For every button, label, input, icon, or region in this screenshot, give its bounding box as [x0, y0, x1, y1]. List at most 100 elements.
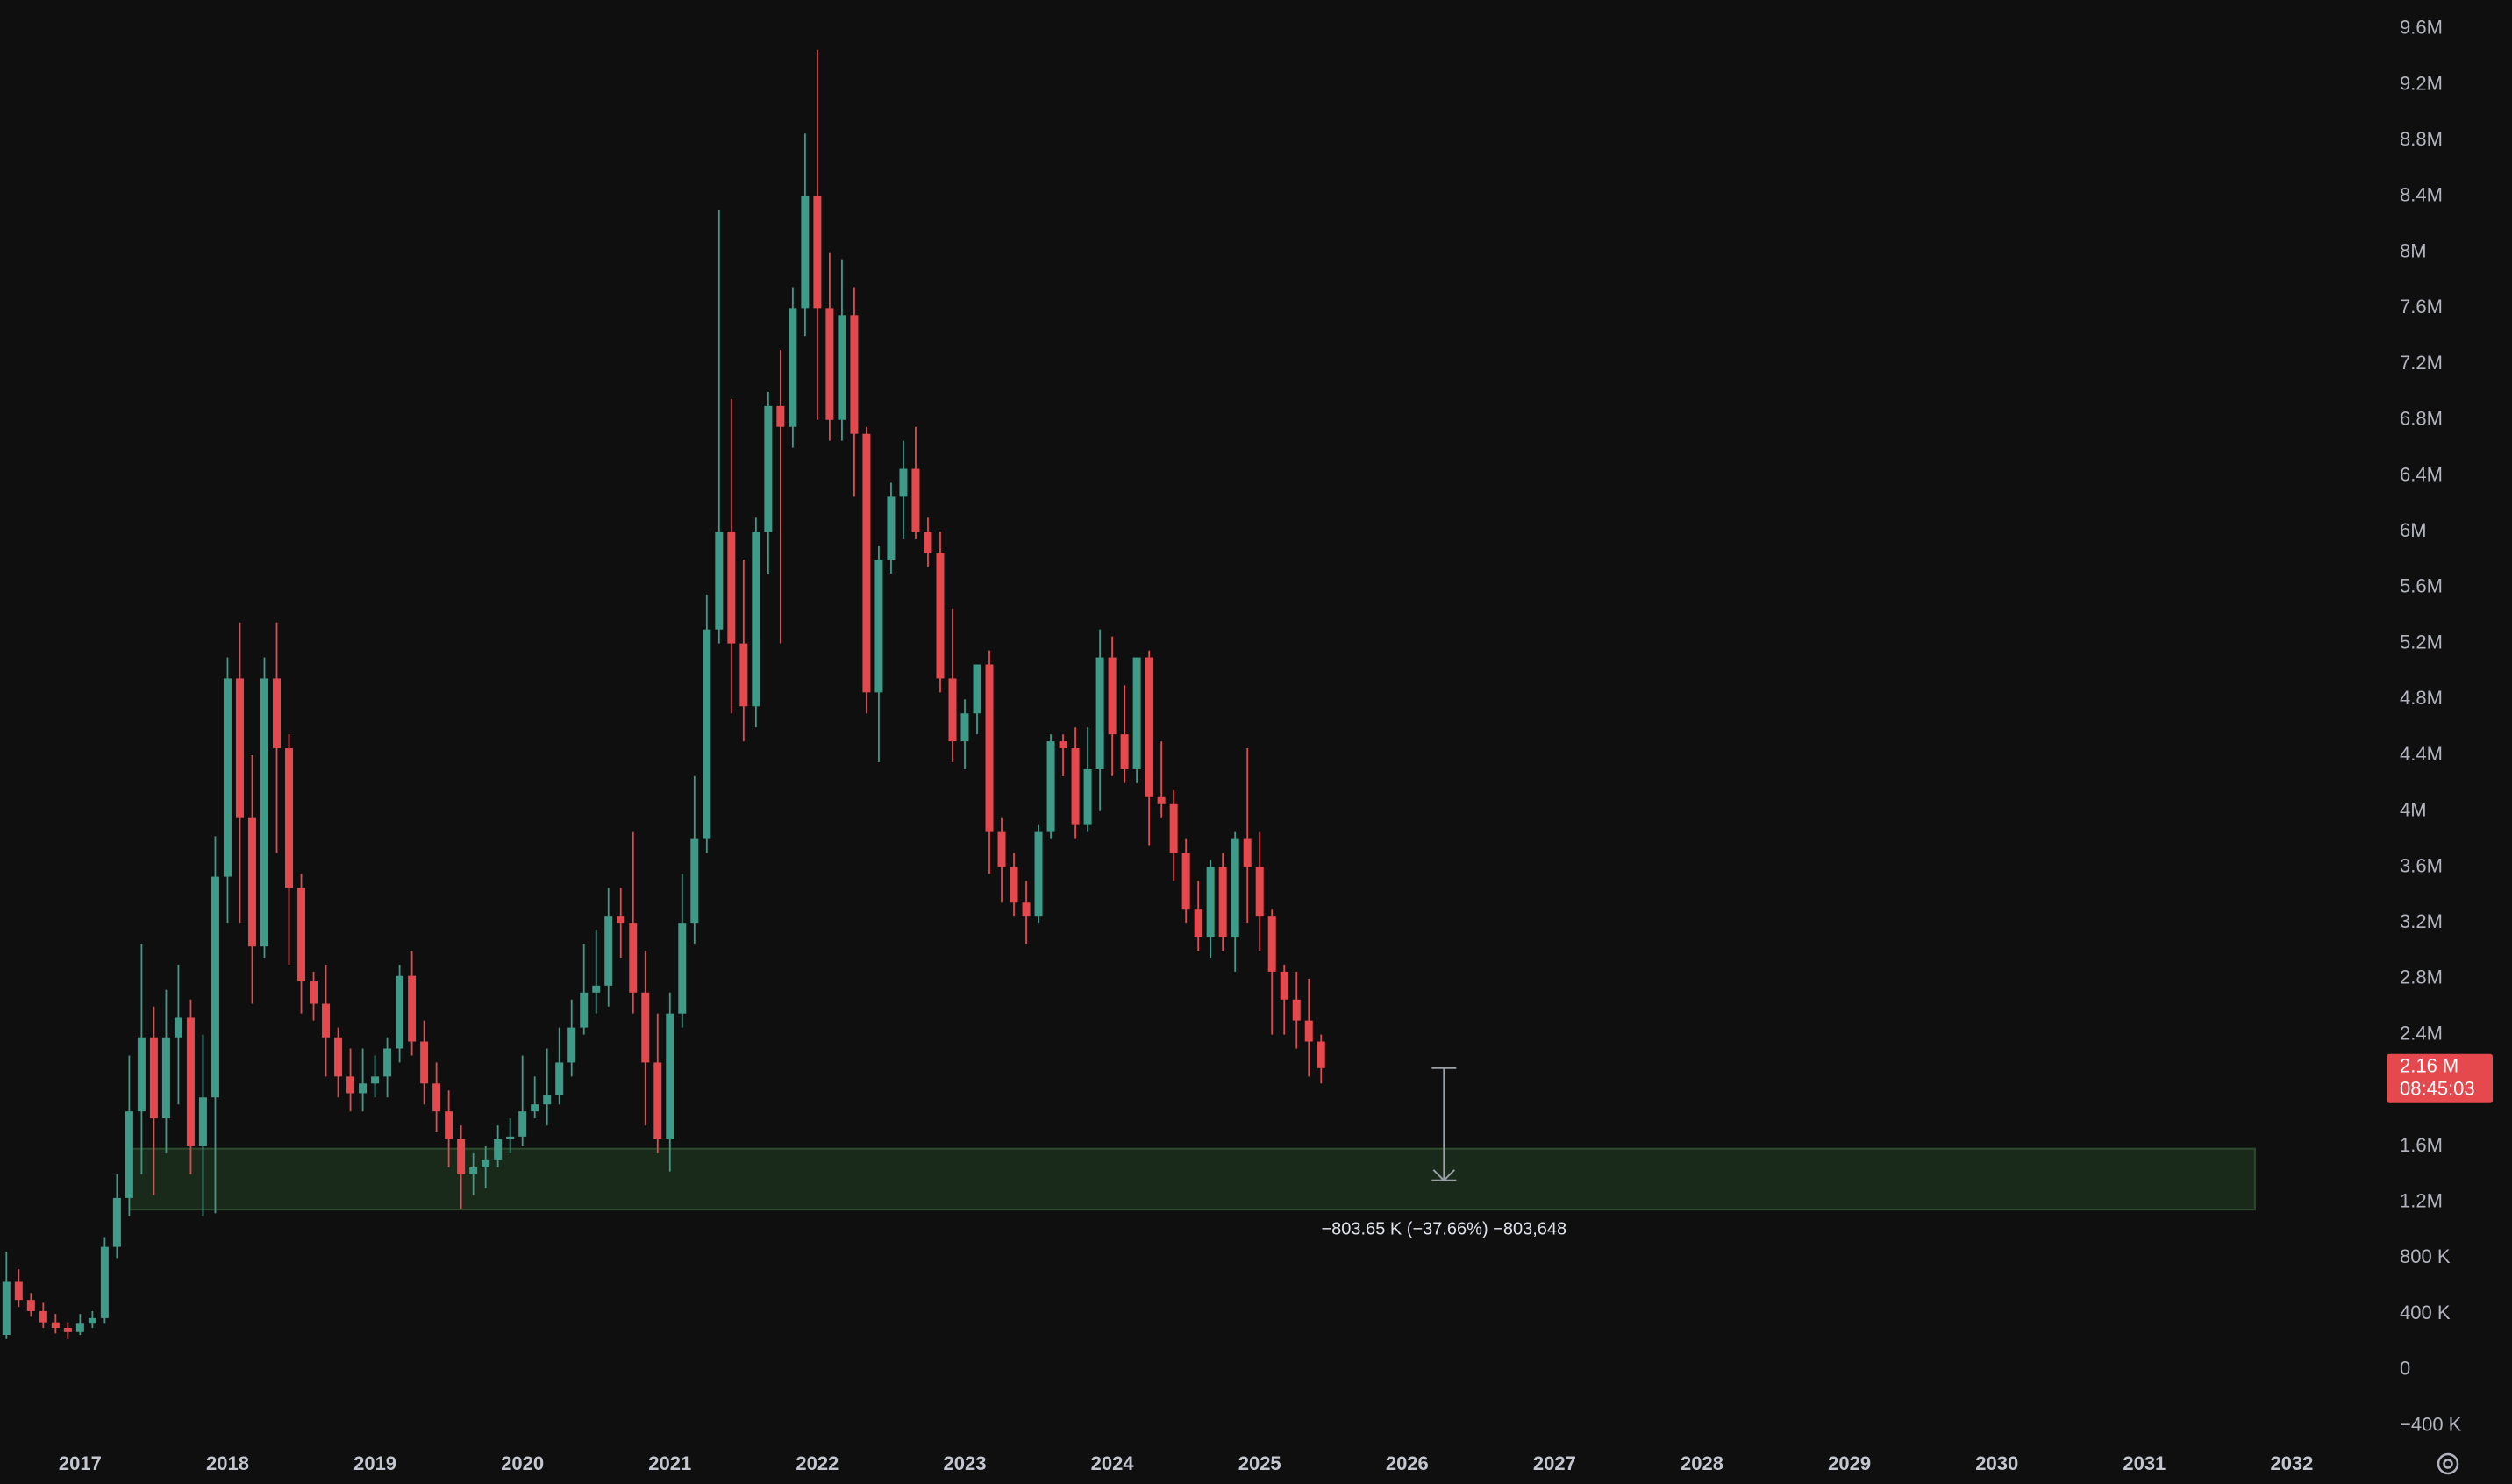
gear-inner[interactable]: [2443, 1459, 2453, 1469]
candle-body: [371, 1076, 380, 1084]
candle-body: [555, 1062, 564, 1095]
y-tick-label: 6M: [2400, 519, 2427, 541]
candle-body: [825, 308, 834, 420]
x-tick-label: 2021: [648, 1452, 691, 1474]
y-tick-label: 3.2M: [2400, 910, 2443, 932]
candle-body: [887, 496, 896, 560]
candle-body: [223, 678, 232, 877]
candle-body: [764, 405, 773, 532]
candle-body: [838, 315, 846, 420]
candle-body: [531, 1104, 539, 1112]
candle-body: [1181, 853, 1190, 910]
x-tick-label: 2025: [1238, 1452, 1281, 1474]
settings-icon[interactable]: [2437, 1452, 2459, 1475]
candle-body: [1169, 803, 1178, 853]
candle-body: [997, 831, 1006, 867]
candle-body: [567, 1027, 576, 1063]
candle-body: [899, 468, 908, 497]
candle-body: [1120, 734, 1129, 769]
candle-body: [383, 1048, 392, 1077]
candle-body: [1255, 867, 1264, 917]
candle-body: [322, 1003, 331, 1038]
last-price-box: [2387, 1053, 2493, 1103]
candle-body: [985, 664, 994, 832]
y-tick-label: 7.6M: [2400, 296, 2443, 317]
candle-body: [1046, 741, 1055, 832]
candle-body: [112, 1197, 121, 1247]
candle-body: [580, 992, 589, 1028]
candle-body: [1034, 831, 1043, 917]
candle-body: [1292, 999, 1301, 1021]
candle-body: [247, 817, 256, 947]
y-tick-label: 7.2M: [2400, 352, 2443, 374]
candle-body: [518, 1111, 527, 1137]
candle-body: [1059, 741, 1067, 749]
candle-body: [936, 553, 945, 679]
candle-body: [14, 1281, 23, 1301]
support-zone: [128, 1147, 2256, 1211]
candle-body: [1145, 657, 1153, 797]
x-tick-label: 2018: [206, 1452, 249, 1474]
x-tick-label: 2019: [353, 1452, 396, 1474]
candle-body: [1108, 657, 1117, 735]
candle-body: [346, 1076, 355, 1094]
candle-body: [1083, 768, 1092, 825]
candle-body: [629, 923, 638, 993]
candle-body: [776, 405, 785, 427]
y-tick-label: 4.4M: [2400, 743, 2443, 765]
candle-body: [506, 1136, 515, 1140]
y-tick-label: 1.2M: [2400, 1190, 2443, 1212]
y-tick-label: 400 K: [2400, 1302, 2451, 1323]
y-tick-label: 5.6M: [2400, 575, 2443, 597]
candle-body: [432, 1083, 441, 1112]
candle-body: [161, 1037, 170, 1119]
candle-body: [39, 1310, 47, 1323]
candle-body: [752, 532, 760, 707]
gear-outer[interactable]: [2437, 1452, 2459, 1475]
y-tick-label: 2.8M: [2400, 967, 2443, 988]
candle-body: [924, 532, 932, 553]
candle-body: [604, 916, 613, 986]
candle-body: [1010, 867, 1018, 903]
candle-body: [1194, 909, 1202, 938]
candle-body: [1243, 838, 1252, 867]
candle-body: [617, 916, 625, 924]
y-tick-label: 0: [2400, 1358, 2410, 1380]
candle-body: [2, 1281, 11, 1335]
y-tick-label: 9.2M: [2400, 72, 2443, 94]
candle-body: [678, 923, 687, 1014]
candle-body: [592, 985, 601, 993]
candle-body: [1022, 902, 1031, 917]
candle-body: [715, 532, 724, 630]
candles: −803.65 K (−37.66%) −803,648: [2, 49, 1566, 1339]
candle-body: [396, 975, 404, 1049]
candle-body: [285, 748, 294, 888]
y-tick-label: 4.8M: [2400, 687, 2443, 709]
candle-body: [1071, 748, 1080, 825]
candle-body: [948, 678, 957, 742]
candle-body: [690, 838, 699, 924]
candle-body: [359, 1083, 368, 1094]
candle-body: [211, 876, 219, 1098]
candle-body: [88, 1317, 96, 1324]
candle-body: [334, 1037, 343, 1077]
candle-body: [260, 678, 268, 947]
y-tick-label: 8.8M: [2400, 128, 2443, 150]
y-tick-label: 6.8M: [2400, 408, 2443, 430]
candle-body: [1157, 796, 1166, 804]
y-tick-label: 6.4M: [2400, 463, 2443, 485]
candle-body: [1231, 838, 1239, 938]
candle-body: [273, 678, 282, 749]
candle-body: [1218, 867, 1227, 938]
candle-body: [198, 1097, 207, 1146]
candle-body: [297, 888, 306, 982]
candle-body: [543, 1095, 552, 1105]
candle-body: [420, 1041, 429, 1084]
x-tick-label: 2022: [796, 1452, 839, 1474]
candle-body: [1132, 657, 1141, 769]
candle-body: [862, 433, 871, 693]
y-tick-label: 2.4M: [2400, 1022, 2443, 1044]
